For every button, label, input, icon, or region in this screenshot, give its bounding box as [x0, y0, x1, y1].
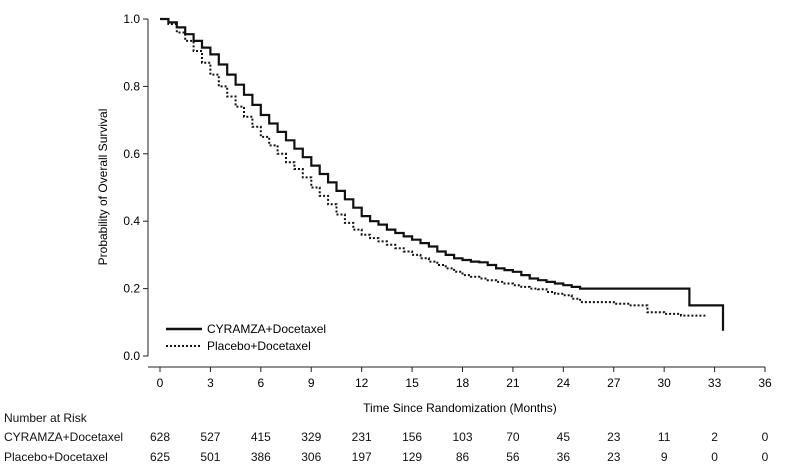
axes [147, 19, 765, 368]
x-tick-label: 36 [758, 376, 772, 390]
risk-count: 0 [761, 450, 769, 464]
x-tick-label: 6 [257, 376, 264, 390]
risk-count: 36 [556, 450, 571, 464]
y-tick-label: 0.6 [123, 147, 140, 161]
x-tick-label: 18 [456, 376, 470, 390]
x-tick-label: 21 [506, 376, 520, 390]
risk-count: 386 [250, 450, 271, 464]
risk-count: 11 [657, 430, 671, 444]
risk-count: 527 [200, 430, 221, 444]
risk-row-label: CYRAMZA+Docetaxel [4, 430, 124, 444]
x-tick-label: 9 [308, 376, 315, 390]
risk-count: 329 [301, 430, 322, 444]
risk-count: 0 [761, 430, 769, 444]
risk-count: 306 [301, 450, 322, 464]
risk-count: 23 [607, 430, 621, 444]
risk-count: 156 [402, 430, 423, 444]
risk-count: 415 [250, 430, 271, 444]
legend: CYRAMZA+Docetaxel Placebo+Docetaxel [166, 322, 326, 353]
risk-count: 231 [351, 430, 372, 444]
legend-label: CYRAMZA+Docetaxel [207, 322, 326, 336]
x-tick-label: 15 [405, 376, 419, 390]
risk-table-title: Number at Risk [4, 411, 87, 425]
risk-row-label: Placebo+Docetaxel [4, 450, 108, 464]
x-tick-label: 30 [657, 376, 671, 390]
risk-count: 501 [200, 450, 221, 464]
risk-count: 9 [660, 450, 668, 464]
x-axis-label: Time Since Randomization (Months) [363, 401, 557, 415]
x-tick-label: 3 [207, 376, 214, 390]
x-tick-label: 33 [708, 376, 722, 390]
risk-count: 56 [506, 450, 520, 464]
y-tick-label: 0.8 [123, 79, 140, 93]
y-axis-label: Probability of Overall Survival [96, 109, 110, 266]
y-axis-ticks: 0.0 0.2 0.4 0.6 0.8 1.0 [123, 12, 148, 363]
km-chart: 0 3 6 9 12 15 18 21 24 27 30 33 36 0.00.20.40.60.81.… [96, 12, 772, 415]
y-tick-label: 0.0 [123, 349, 140, 363]
risk-count: 23 [607, 450, 621, 464]
risk-count: 70 [506, 430, 520, 444]
y-tick-label: 1.0 [123, 12, 140, 26]
x-axis-ticks: 0 3 6 9 12 15 18 21 24 27 30 33 36 [157, 367, 772, 390]
x-tick-label: 27 [607, 376, 621, 390]
risk-count: 625 [149, 450, 171, 464]
risk-count: 2 [711, 430, 718, 444]
placebo-curve [160, 18, 707, 317]
risk-count: 103 [452, 430, 473, 444]
x-tick-label: 12 [355, 376, 369, 390]
risk-count: 628 [149, 430, 171, 444]
y-tick-label: 0.4 [123, 214, 140, 228]
y-tick-label: 0.2 [123, 282, 140, 296]
cyramza-curve [160, 17, 725, 331]
risk-count: 86 [455, 450, 470, 464]
legend-label: Placebo+Docetaxel [207, 339, 311, 353]
risk-count: 0 [711, 450, 718, 464]
risk-count: 45 [556, 430, 571, 444]
x-tick-label: 0 [157, 376, 164, 390]
x-tick-label: 24 [557, 376, 571, 390]
risk-count: 197 [351, 450, 372, 464]
survival-curves [160, 17, 725, 331]
risk-count: 129 [402, 450, 423, 464]
